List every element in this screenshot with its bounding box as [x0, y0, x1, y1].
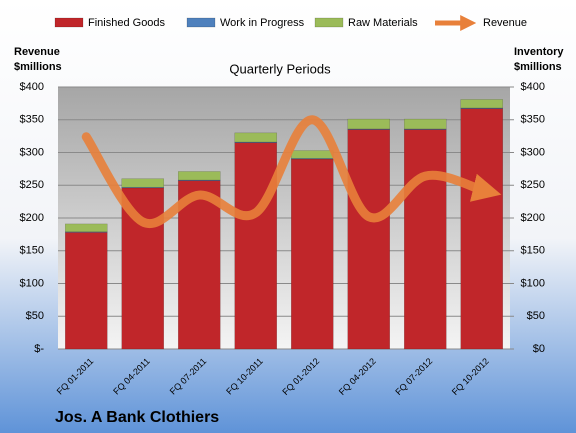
bar-segment: [291, 158, 334, 350]
legend-label: Raw Materials: [348, 17, 418, 29]
bar-segment: [460, 108, 503, 350]
y-tick-label: $250: [20, 179, 44, 191]
legend-swatch: [54, 17, 84, 28]
y2-tick-label: $100: [521, 277, 545, 289]
y2-tick-label: $400: [521, 81, 545, 93]
y-tick-label: $150: [20, 245, 44, 257]
bar-segment: [65, 223, 108, 233]
bar-segment: [234, 142, 277, 350]
chart-title: Jos. A Bank Clothiers: [55, 409, 219, 426]
y2-tick-label: $0: [533, 343, 545, 355]
y-tick-label: $-: [34, 343, 44, 355]
y2-tick-label: $250: [521, 179, 545, 191]
y-axis-title: Revenue: [14, 46, 60, 58]
bar-segment: [347, 118, 390, 130]
y-tick-label: $400: [20, 81, 44, 93]
y2-axis-title: Inventory: [514, 46, 564, 58]
y-tick-label: $50: [26, 310, 44, 322]
bar-segment: [234, 132, 277, 143]
y-tick-label: $300: [20, 146, 44, 158]
legend-swatch: [186, 17, 216, 28]
bar-segment: [121, 178, 164, 188]
y-axis-title: $millions: [14, 61, 62, 73]
subtitle: Quarterly Periods: [229, 61, 331, 76]
bar-segment: [178, 171, 221, 181]
bar-segment: [347, 129, 390, 350]
y-tick-label: $350: [20, 114, 44, 126]
legend-label: Work in Progress: [220, 17, 305, 29]
y2-tick-label: $300: [521, 146, 545, 158]
y-tick-label: $100: [20, 277, 44, 289]
bar-segment: [291, 150, 334, 159]
legend-swatch: [314, 17, 344, 28]
bar-segment: [404, 118, 447, 130]
bar-segment: [460, 99, 503, 109]
y2-tick-label: $150: [521, 245, 545, 257]
revenue-line: [81, 115, 502, 229]
y2-tick-label: $50: [527, 310, 545, 322]
bar-segment: [65, 232, 108, 350]
y-tick-label: $200: [20, 212, 44, 224]
legend-label: Revenue: [483, 17, 527, 29]
y2-tick-label: $200: [521, 212, 545, 224]
y2-tick-label: $350: [521, 114, 545, 126]
y2-axis-title: $millions: [514, 61, 562, 73]
legend-label: Finished Goods: [88, 17, 166, 29]
bar-segment: [404, 129, 447, 350]
